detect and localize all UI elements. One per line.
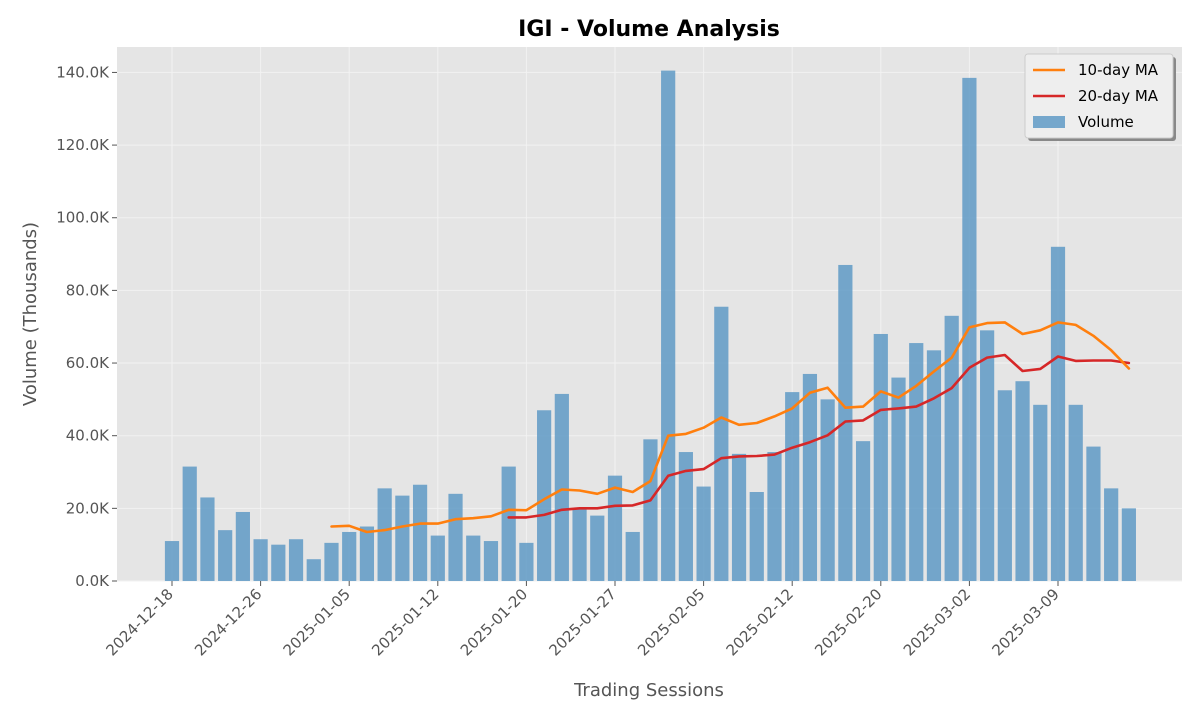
volume-bar	[466, 535, 481, 581]
chart-title: IGI - Volume Analysis	[518, 17, 780, 42]
volume-bar	[235, 511, 250, 581]
volume-bar	[377, 488, 392, 581]
y-axis-label: Volume (Thousands)	[20, 222, 41, 406]
volume-bar	[607, 475, 623, 581]
y-tick-label: 0.0K	[75, 572, 110, 590]
ma10-line	[330, 321, 1131, 534]
volume-bar	[164, 541, 180, 581]
y-tick-label: 40.0K	[66, 427, 110, 445]
volume-bar	[271, 544, 286, 581]
y-tick-label: 80.0K	[66, 281, 110, 299]
volume-bar	[820, 399, 835, 581]
volume-bar	[1086, 446, 1101, 581]
volume-bar	[661, 70, 676, 581]
volume-bar	[253, 539, 268, 581]
volume-bar	[997, 390, 1012, 581]
volume-bar	[288, 539, 304, 581]
volume-bar	[501, 466, 516, 581]
volume-bar	[625, 531, 640, 581]
volume-bar	[714, 306, 729, 581]
volume-bar	[590, 515, 605, 581]
volume-bar	[324, 542, 339, 581]
volume-bar	[1033, 404, 1048, 581]
volume-bar	[926, 350, 942, 581]
volume-bar	[430, 535, 445, 581]
volume-bar	[696, 486, 711, 581]
volume-bar	[678, 452, 693, 581]
volume-bar	[218, 530, 233, 581]
volume-bar	[1015, 381, 1030, 581]
volume-bar	[873, 333, 888, 581]
y-tick-label: 140.0K	[56, 63, 110, 81]
volume-bar	[200, 497, 215, 581]
y-tick-label: 120.0K	[56, 136, 110, 154]
legend-item-volume-label: Volume	[1078, 113, 1134, 131]
volume-bar	[855, 441, 871, 581]
legend-item-ma20-label: 20-day MA	[1078, 87, 1159, 105]
volume-bar	[1104, 488, 1119, 581]
volume-bar	[1121, 508, 1136, 581]
volume-bar	[767, 452, 782, 581]
volume-bar	[537, 410, 552, 581]
volume-bar	[1068, 404, 1083, 581]
volume-bar	[785, 392, 800, 581]
volume-bar	[643, 439, 658, 581]
volume-bar	[802, 373, 818, 581]
moving-average-lines	[330, 321, 1131, 534]
volume-bar	[448, 493, 463, 581]
volume-bars	[164, 70, 1136, 582]
ma20-line	[507, 353, 1131, 519]
volume-bar	[306, 559, 321, 581]
y-tick-label: 60.0K	[66, 354, 110, 372]
legend-item-ma10-label: 10-day MA	[1078, 61, 1159, 79]
volume-bar	[909, 343, 924, 581]
volume-bar	[554, 393, 569, 581]
volume-bar	[1050, 246, 1066, 582]
volume-bar	[395, 495, 410, 581]
volume-bar	[519, 542, 534, 581]
volume-bar	[412, 484, 428, 581]
volume-bar	[359, 526, 375, 581]
volume-bar	[182, 466, 197, 581]
volume-bar	[891, 377, 906, 581]
volume-bar	[342, 531, 357, 581]
volume-bar	[731, 453, 747, 581]
volume-bar	[980, 330, 995, 581]
volume-bar	[572, 508, 587, 581]
legend-item-volume-swatch	[1033, 116, 1065, 128]
volume-bar	[749, 492, 764, 581]
volume-bar	[483, 541, 499, 581]
y-tick-label: 100.0K	[56, 209, 110, 227]
legend: 10-day MA 20-day MA Volume	[1024, 53, 1176, 141]
y-tick-label: 20.0K	[66, 499, 110, 517]
x-axis-label: Trading Sessions	[573, 680, 724, 701]
